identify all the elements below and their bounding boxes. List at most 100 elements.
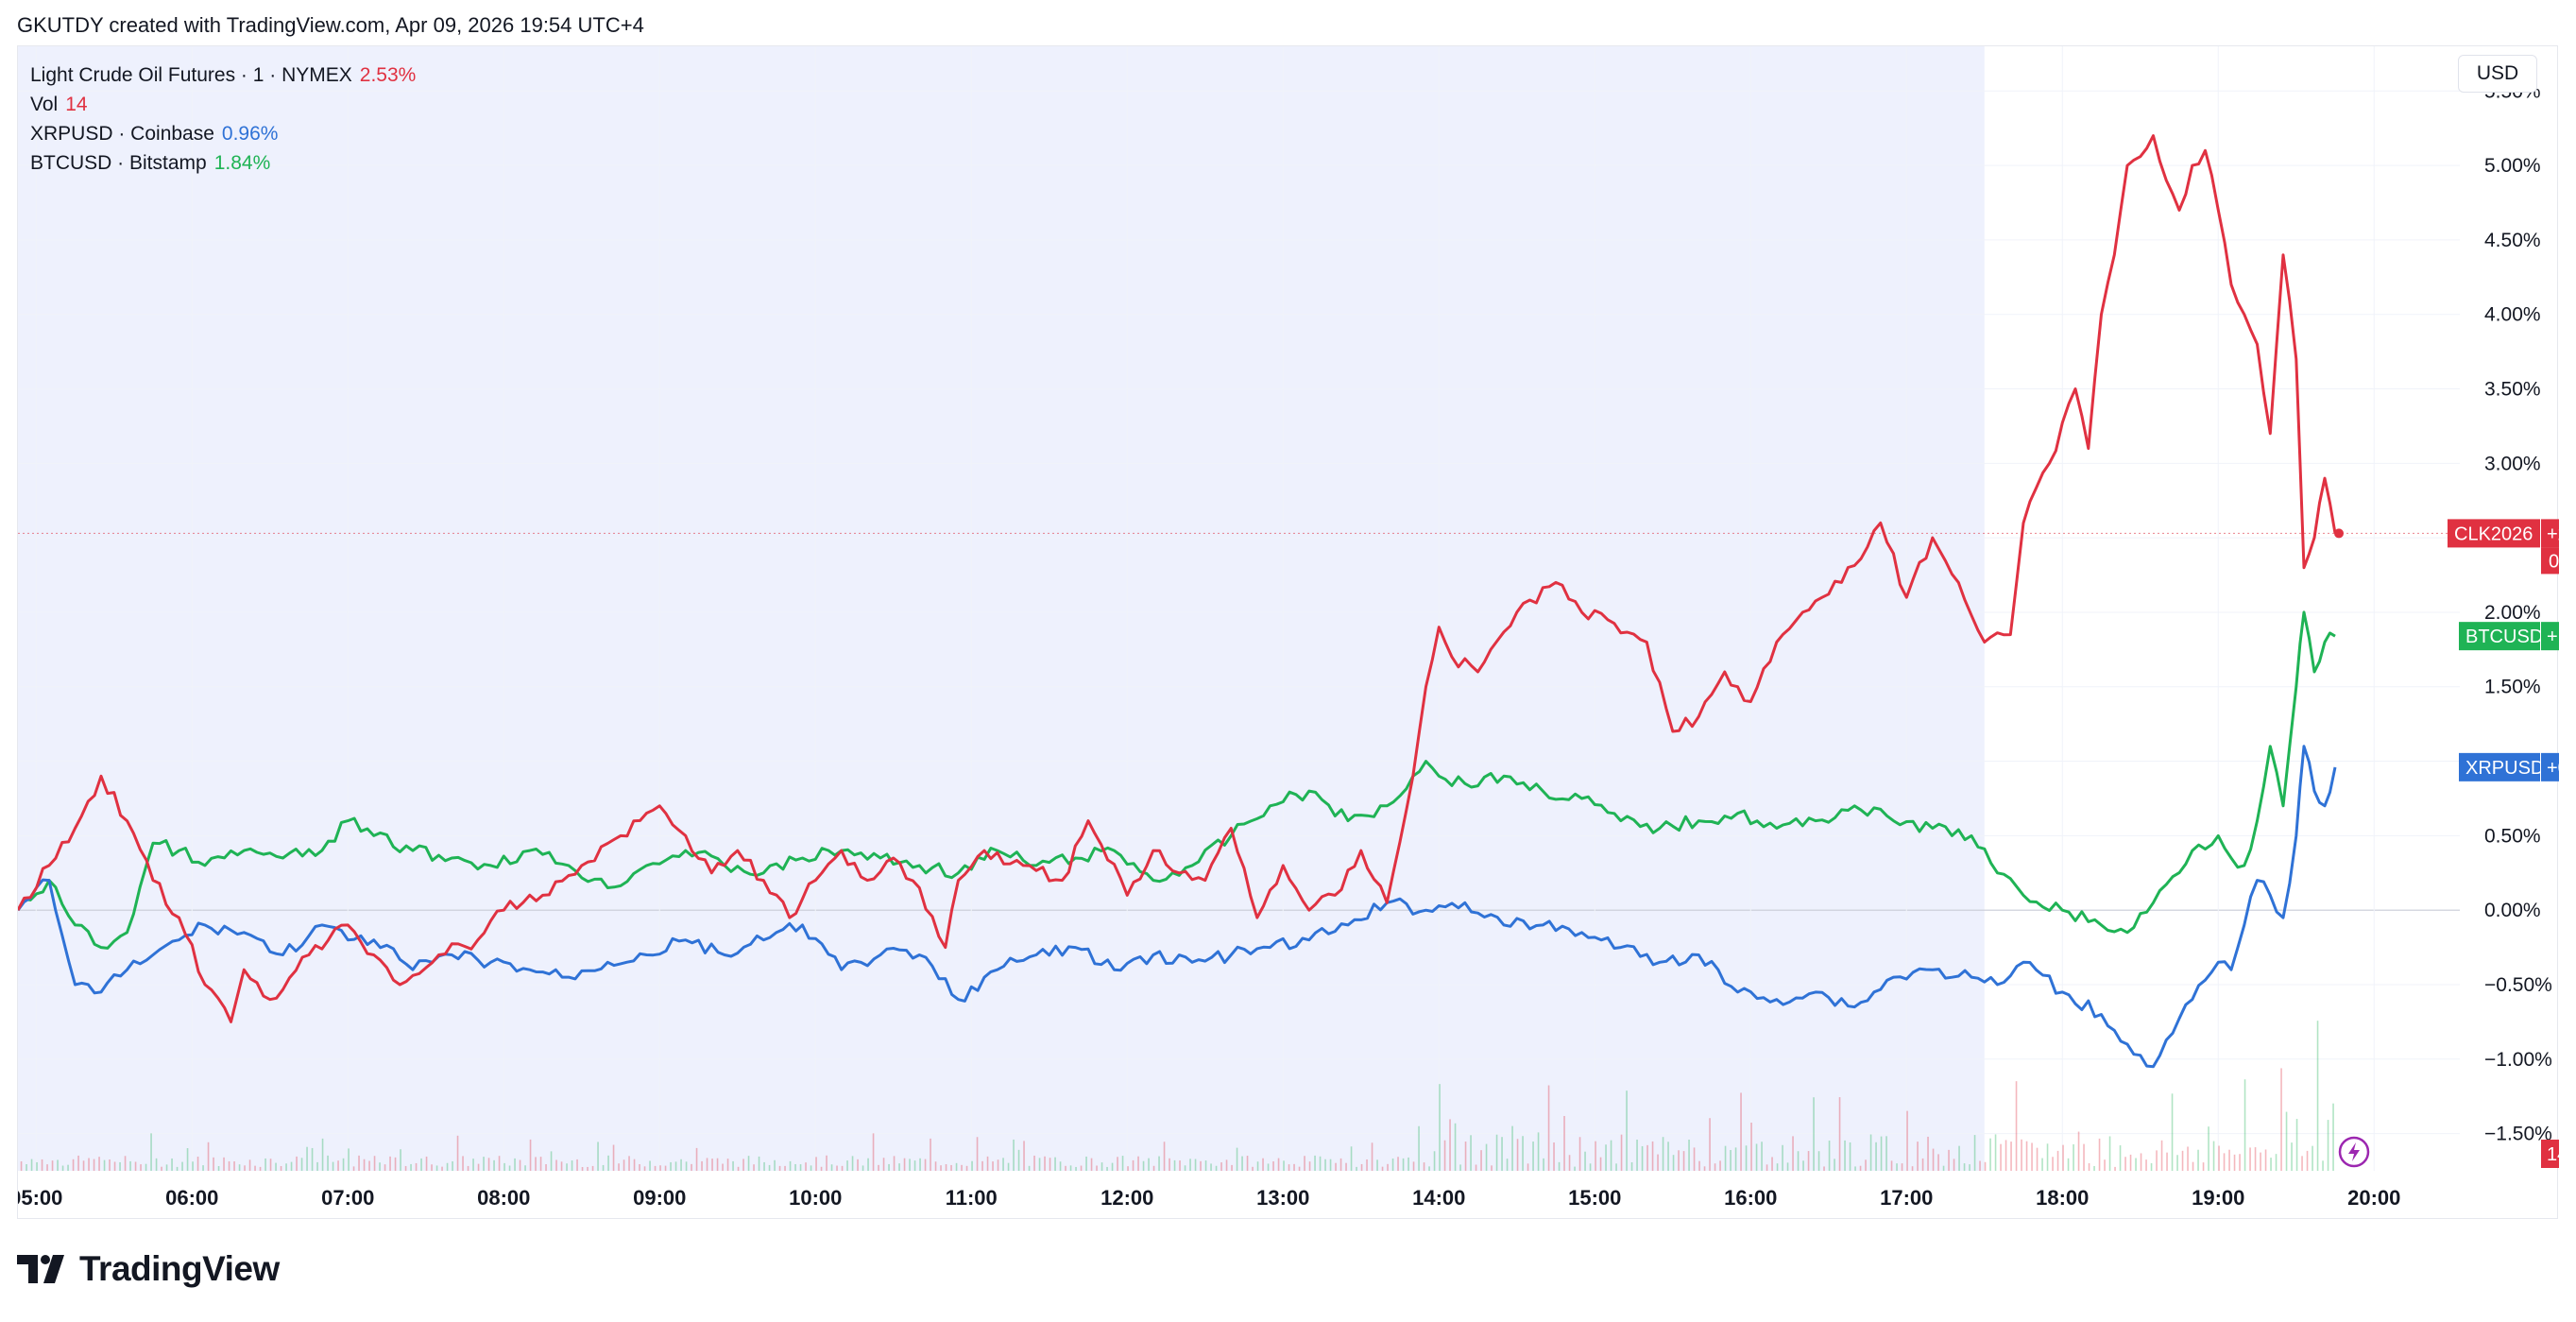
- volume-bar: [1989, 1138, 1991, 1171]
- tag-btcusd-value: +1.84%: [2547, 627, 2559, 647]
- tag-btcusd[interactable]: BTCUSD +1.84%: [2459, 622, 2559, 651]
- volume-bar: [140, 1164, 142, 1171]
- volume-bar: [1013, 1139, 1015, 1171]
- volume-bar: [1776, 1163, 1779, 1171]
- volume-bar: [176, 1166, 179, 1171]
- volume-bar: [566, 1163, 568, 1171]
- volume-bar: [763, 1161, 765, 1171]
- volume-bar: [368, 1160, 370, 1171]
- volume-bar: [72, 1159, 75, 1171]
- volume-bar: [352, 1166, 355, 1171]
- volume-bar: [2275, 1154, 2277, 1171]
- volume-bar: [1574, 1166, 1576, 1171]
- volume-bar: [550, 1151, 553, 1171]
- volume-bar: [2052, 1157, 2054, 1171]
- last-price-dot: [2334, 528, 2344, 539]
- volume-bar: [379, 1162, 381, 1171]
- volume-bar: [1293, 1163, 1295, 1171]
- y-tick-label: −0.50%: [2484, 974, 2552, 996]
- volume-bar: [1973, 1135, 1976, 1171]
- volume-bar: [1023, 1141, 1025, 1171]
- price-chart[interactable]: 5.50%5.00%4.50%4.00%3.50%3.00%2.50%2.00%…: [18, 46, 2559, 1220]
- volume-bar: [602, 1164, 605, 1171]
- volume-bar: [1184, 1165, 1186, 1171]
- volume-bar: [46, 1164, 48, 1171]
- tag-xrpusd-symbol-bg: [2459, 752, 2540, 781]
- tag-xrpusd-value: +0.96%: [2547, 758, 2559, 779]
- tag-xrpusd[interactable]: XRPUSD+0.96%: [2459, 752, 2559, 781]
- volume-bar: [2228, 1149, 2230, 1171]
- legend-row-volume[interactable]: Vol 14: [30, 90, 416, 119]
- volume-bar: [1880, 1136, 1883, 1171]
- volume-bar: [945, 1164, 947, 1171]
- volume-bar: [1464, 1142, 1467, 1171]
- volume-bar: [36, 1161, 38, 1171]
- tradingview-brand[interactable]: TradingView: [17, 1249, 280, 1289]
- volume-bar: [1755, 1143, 1758, 1171]
- volume-bar: [1969, 1164, 1970, 1171]
- volume-bar: [145, 1163, 147, 1171]
- volume-bar: [67, 1164, 69, 1171]
- volume-bar: [296, 1156, 298, 1171]
- volume-bar: [1506, 1159, 1509, 1171]
- volume-bar: [181, 1161, 183, 1171]
- volume-bar: [2249, 1147, 2251, 1171]
- volume-bar: [1454, 1123, 1457, 1171]
- volume-bar: [1595, 1141, 1596, 1171]
- tag-clk2026-symbol: CLK2026: [2454, 524, 2533, 544]
- series-line-xrpusd: [18, 745, 2337, 1069]
- volume-bar: [1194, 1159, 1197, 1171]
- volume-bar: [275, 1162, 277, 1171]
- volume-bar: [1329, 1159, 1332, 1171]
- volume-bar: [992, 1161, 994, 1171]
- volume-bar: [311, 1147, 314, 1171]
- volume-bar: [1511, 1125, 1513, 1171]
- volume-bar: [1838, 1097, 1841, 1171]
- volume-bar: [1428, 1166, 1430, 1171]
- volume-bar: [1470, 1135, 1472, 1171]
- volume-bar: [1397, 1157, 1399, 1171]
- volume-bar: [1932, 1148, 1935, 1171]
- volume-bar: [2088, 1163, 2090, 1171]
- volume-bar: [1667, 1142, 1669, 1171]
- volume-bar: [2031, 1142, 2033, 1171]
- tag-btcusd-symbol: BTCUSD: [2465, 627, 2543, 647]
- tag-volume[interactable]: 14: [2541, 1140, 2559, 1168]
- volume-bar: [961, 1164, 963, 1171]
- tag-clk2026-countdown: 00:58: [2549, 551, 2559, 572]
- volume-bar: [2171, 1093, 2174, 1171]
- legend-row-crude-oil[interactable]: Light Crude Oil Futures · 1 · NYMEX 2.53%: [30, 60, 416, 90]
- volume-bar: [483, 1157, 485, 1171]
- volume-bar: [41, 1159, 43, 1171]
- volume-bar: [1516, 1139, 1519, 1171]
- legend-row-xrpusd[interactable]: XRPUSD · Coinbase 0.96%: [30, 119, 416, 148]
- x-tick-label: 13:00: [1256, 1186, 1309, 1210]
- volume-bar: [228, 1160, 230, 1171]
- volume-bar: [30, 1159, 33, 1171]
- volume-bar: [2160, 1140, 2163, 1171]
- volume-bar: [1335, 1162, 1337, 1171]
- volume-bar: [332, 1161, 334, 1171]
- currency-button[interactable]: USD: [2458, 55, 2537, 93]
- volume-bar: [1678, 1150, 1680, 1171]
- volume-bar: [2260, 1152, 2261, 1171]
- volume-bar: [51, 1160, 54, 1171]
- volume-bar: [691, 1163, 692, 1171]
- volume-bar: [1459, 1164, 1461, 1171]
- volume-bar: [888, 1163, 890, 1171]
- volume-bar: [1817, 1151, 1820, 1171]
- volume-bar: [524, 1165, 526, 1171]
- volume-bar: [981, 1160, 983, 1171]
- volume-bar: [103, 1159, 106, 1171]
- tag-clk2026[interactable]: CLK2026 +2.53% 00:58: [2448, 519, 2559, 575]
- volume-bar: [2067, 1158, 2070, 1171]
- volume-bar: [150, 1133, 152, 1171]
- volume-bar: [1173, 1159, 1176, 1171]
- legend-row-btcusd[interactable]: BTCUSD · Bitstamp 1.84%: [30, 148, 416, 178]
- volume-bar: [373, 1156, 376, 1171]
- volume-bar: [2077, 1131, 2080, 1171]
- volume-bar: [1709, 1118, 1711, 1171]
- volume-bar: [826, 1155, 827, 1171]
- volume-bar: [643, 1166, 646, 1171]
- volume-bar: [77, 1155, 79, 1171]
